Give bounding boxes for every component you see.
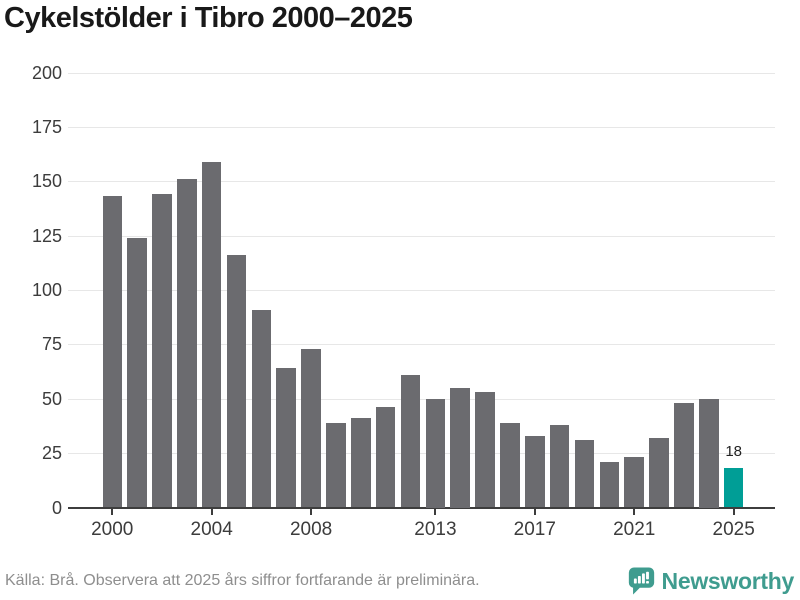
bar-2007 <box>276 368 296 508</box>
y-axis-label-150: 150 <box>31 171 62 192</box>
x-axis-tick-2021 <box>633 508 636 515</box>
x-axis-tick-2000 <box>111 508 114 515</box>
x-axis-label-2013: 2013 <box>414 518 457 540</box>
bar-2001 <box>127 237 147 508</box>
y-axis-label-75: 75 <box>41 334 62 355</box>
x-axis-label-2000: 2000 <box>91 518 134 540</box>
bar-2021 <box>624 457 644 508</box>
bar-2009 <box>326 422 346 508</box>
bar-2019 <box>574 440 595 508</box>
x-axis-line <box>68 506 775 509</box>
x-axis-label-2025: 2025 <box>712 518 755 540</box>
newsworthy-logo-text: Newsworthy <box>661 567 795 594</box>
x-axis-tick-2004 <box>210 508 213 515</box>
x-axis-label-2017: 2017 <box>513 518 556 540</box>
gridline-125 <box>68 235 775 237</box>
source-note: Källa: Brå. Observera att 2025 års siffr… <box>5 572 480 589</box>
bar-2010 <box>351 418 371 508</box>
chart-title: Cykelstölder i Tibro 2000–2025 <box>4 2 413 34</box>
bar-2015 <box>475 392 495 508</box>
bar-2017 <box>525 435 545 508</box>
bar-2004 <box>201 161 222 508</box>
x-axis-tick-2025 <box>732 508 735 515</box>
bar-2008 <box>301 348 321 508</box>
bar-2025 <box>723 468 744 508</box>
chart-footer: Källa: Brå. Observera att 2025 års siffr… <box>0 562 800 600</box>
y-axis-label-200: 200 <box>31 62 62 83</box>
newsworthy-logo: Newsworthy <box>628 566 794 596</box>
bar-2018 <box>549 424 570 508</box>
bar-2020 <box>599 461 620 508</box>
y-axis-label-100: 100 <box>31 280 62 300</box>
gridline-100 <box>68 290 775 291</box>
bar-2002 <box>152 194 172 508</box>
bar-2006 <box>251 309 272 508</box>
newsworthy-logo-icon <box>628 567 654 595</box>
bar-2014 <box>450 387 470 508</box>
y-axis-label-125: 125 <box>31 225 62 246</box>
y-axis-label-0: 0 <box>51 497 62 518</box>
bar-2003 <box>177 179 197 508</box>
gridline-50 <box>68 398 775 400</box>
bar-2013 <box>425 398 446 508</box>
y-axis-label-25: 25 <box>41 443 62 464</box>
bar-2005 <box>226 255 247 508</box>
x-axis-tick-2017 <box>533 508 536 515</box>
gridline-175 <box>68 126 775 128</box>
bar-2016 <box>500 422 520 508</box>
bar-2024 <box>699 398 719 508</box>
gridline-25 <box>68 453 775 455</box>
highlight-value-label: 18 <box>725 443 743 461</box>
y-axis-label-50: 50 <box>41 388 62 409</box>
bar-2011 <box>375 407 396 508</box>
bar-2023 <box>674 403 694 508</box>
x-axis-tick-2008 <box>310 508 313 515</box>
gridline-200 <box>68 72 775 74</box>
x-axis-label-2021: 2021 <box>613 518 656 540</box>
gridline-150 <box>68 181 775 183</box>
bar-2012 <box>400 374 421 508</box>
bar-2022 <box>649 437 669 508</box>
x-axis-label-2008: 2008 <box>289 518 333 540</box>
x-axis-tick-2013 <box>434 508 437 515</box>
x-axis-label-2004: 2004 <box>190 518 233 540</box>
gridline-75 <box>68 344 775 346</box>
bar-2000 <box>102 196 122 508</box>
y-axis-label-175: 175 <box>31 116 62 137</box>
